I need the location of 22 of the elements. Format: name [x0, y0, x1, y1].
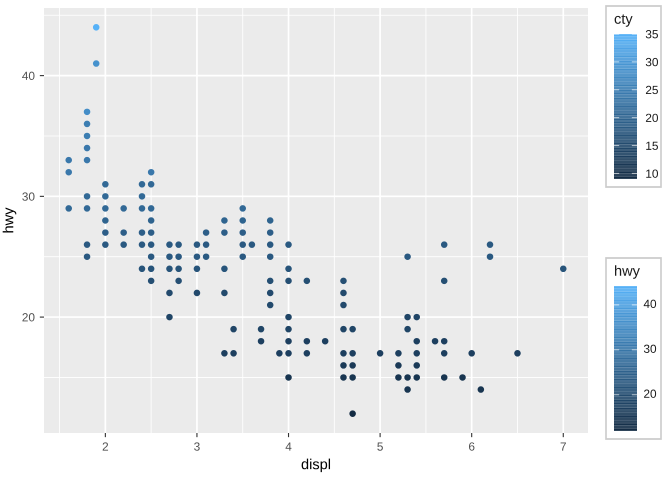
color-bar-label: 30	[646, 58, 658, 66]
color-bar-label: 20	[646, 114, 658, 122]
color-bar-label: 10	[646, 169, 658, 178]
color-bar-title: hwy	[615, 265, 640, 279]
x-tick-label: 7	[560, 442, 566, 451]
text: 20	[644, 390, 656, 398]
text: 40	[644, 300, 656, 308]
y-axis-title: hwy	[2, 208, 16, 232]
color-bar-label: 15	[646, 142, 658, 150]
color-bar-title: cty	[614, 14, 633, 27]
x-tick-label: 4	[286, 442, 292, 451]
y-tick-label: 30	[22, 192, 35, 201]
color-bar-label: 25	[646, 86, 658, 94]
y-tick-label: 20	[22, 313, 35, 322]
x-tick-label: 6	[469, 442, 474, 451]
color-bar-label: 35	[646, 30, 658, 38]
x-tick-label: 3	[194, 442, 200, 451]
x-tick-label: 5	[377, 442, 383, 451]
x-axis-title: displ	[302, 458, 330, 472]
y-tick-label: 40	[22, 72, 35, 80]
text: 30	[644, 344, 656, 353]
x-tick-label: 2	[102, 442, 108, 451]
